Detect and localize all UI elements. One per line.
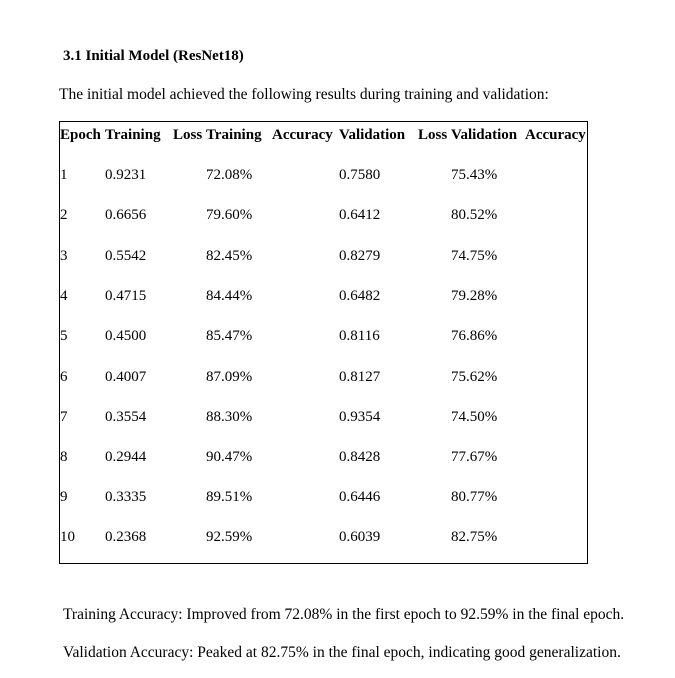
results-table: Epoch Training Loss Training Accuracy Va… [59,121,588,564]
training-loss-cell: 0.3554 [105,409,147,425]
validation-loss-cell: 0.8428 [339,449,381,465]
training-accuracy-cell: 79.60% [206,207,253,223]
header-loss-2: Loss [418,127,448,143]
validation-loss-cell: 0.6482 [339,288,381,304]
training-accuracy-cell: 82.45% [206,248,253,264]
training-accuracy-cell: 87.09% [206,369,253,385]
validation-accuracy-cell: 79.28% [451,288,498,304]
section-heading: 3.1 Initial Model (ResNet18) [63,48,244,64]
epoch-cell: 4 [60,288,68,304]
table-row: 8 0.2944 90.47% 0.8428 77.67% [60,447,587,467]
training-loss-cell: 0.4007 [105,369,147,385]
intro-paragraph: The initial model achieved the following… [59,86,549,103]
validation-accuracy-cell: 75.43% [451,167,498,183]
training-loss-cell: 0.4715 [105,288,147,304]
header-validation-1: Validation [339,127,406,143]
training-loss-cell: 0.9231 [105,167,147,183]
validation-loss-cell: 0.8127 [339,369,381,385]
validation-accuracy-summary: Validation Accuracy: Peaked at 82.75% in… [63,644,621,661]
validation-accuracy-cell: 75.62% [451,369,498,385]
training-accuracy-cell: 72.08% [206,167,253,183]
validation-accuracy-cell: 74.50% [451,409,498,425]
table-row: 1 0.9231 72.08% 0.7580 75.43% [60,165,587,185]
header-accuracy-1: Accuracy [272,127,333,143]
epoch-cell: 2 [60,207,68,223]
training-accuracy-cell: 89.51% [206,489,253,505]
training-loss-cell: 0.4500 [105,328,147,344]
validation-loss-cell: 0.6446 [339,489,381,505]
table-row: 7 0.3554 88.30% 0.9354 74.50% [60,407,587,427]
validation-loss-cell: 0.8116 [339,328,380,344]
training-loss-cell: 0.2944 [105,449,147,465]
epoch-cell: 10 [60,529,75,545]
training-loss-cell: 0.3335 [105,489,147,505]
validation-loss-cell: 0.8279 [339,248,381,264]
header-accuracy-2: Accuracy [525,127,586,143]
header-training-2: Training [206,127,262,143]
training-loss-cell: 0.5542 [105,248,147,264]
header-epoch: Epoch [60,127,101,143]
epoch-cell: 9 [60,489,68,505]
validation-accuracy-cell: 77.67% [451,449,498,465]
header-loss-1: Loss [173,127,203,143]
training-accuracy-cell: 88.30% [206,409,253,425]
epoch-cell: 6 [60,369,68,385]
epoch-cell: 7 [60,409,68,425]
table-row: 9 0.3335 89.51% 0.6446 80.77% [60,487,587,507]
training-accuracy-cell: 84.44% [206,288,253,304]
validation-accuracy-cell: 82.75% [451,529,498,545]
validation-accuracy-cell: 74.75% [451,248,498,264]
validation-loss-cell: 0.6039 [339,529,381,545]
training-accuracy-cell: 90.47% [206,449,253,465]
table-row: 3 0.5542 82.45% 0.8279 74.75% [60,246,587,266]
epoch-cell: 1 [60,167,68,183]
table-row: 6 0.4007 87.09% 0.8127 75.62% [60,367,587,387]
epoch-cell: 5 [60,328,68,344]
training-accuracy-summary: Training Accuracy: Improved from 72.08% … [63,606,625,623]
validation-loss-cell: 0.9354 [339,409,381,425]
table-row: 5 0.4500 85.47% 0.8116 76.86% [60,326,587,346]
header-validation-2: Validation [451,127,518,143]
validation-loss-cell: 0.7580 [339,167,381,183]
header-training-1: Training [105,127,161,143]
table-row: 10 0.2368 92.59% 0.6039 82.75% [60,527,587,547]
validation-accuracy-cell: 80.52% [451,207,498,223]
validation-accuracy-cell: 80.77% [451,489,498,505]
training-accuracy-cell: 85.47% [206,328,253,344]
epoch-cell: 3 [60,248,68,264]
epoch-cell: 8 [60,449,68,465]
training-loss-cell: 0.2368 [105,529,147,545]
validation-accuracy-cell: 76.86% [451,328,498,344]
training-loss-cell: 0.6656 [105,207,147,223]
validation-loss-cell: 0.6412 [339,207,381,223]
table-row: 4 0.4715 84.44% 0.6482 79.28% [60,286,587,306]
table-row: 2 0.6656 79.60% 0.6412 80.52% [60,205,587,225]
training-accuracy-cell: 92.59% [206,529,253,545]
